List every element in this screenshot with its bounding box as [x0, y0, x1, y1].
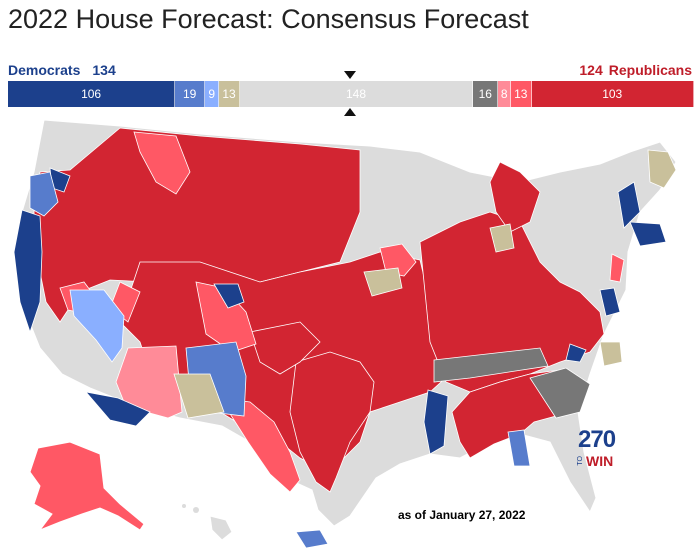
- republicans-label: Republicans: [608, 62, 692, 78]
- tossup-districts: [173, 149, 677, 419]
- bar-segment-tilt-rep[interactable]: 8: [498, 81, 512, 107]
- bar-segment-lean-dem[interactable]: 9: [205, 81, 220, 107]
- logo-win: WIN: [586, 453, 614, 469]
- page-title: 2022 House Forecast: Consensus Forecast: [8, 4, 529, 34]
- seat-balance-bar: 106 19 9 13 148 16 8 13 103: [8, 81, 694, 107]
- democrats-total: Democrats 134: [8, 62, 122, 78]
- republican-districts: [33, 127, 605, 493]
- 270towin-logo[interactable]: 270 TO WIN: [574, 426, 624, 469]
- south-carolina-gray: [529, 367, 591, 419]
- logo-number: 270: [578, 426, 616, 453]
- bar-segment-tilt-dem[interactable]: 13: [219, 81, 240, 107]
- tennessee-gray: [433, 347, 549, 383]
- democrats-count: 134: [92, 62, 116, 78]
- bar-segment-safe-rep[interactable]: 103: [531, 81, 694, 107]
- majority-marker-bottom-icon: [344, 108, 356, 116]
- bar-segment-tossup-dark[interactable]: 16: [473, 81, 499, 107]
- republicans-total: 124 Republicans: [567, 62, 692, 78]
- bar-segment-tossup[interactable]: 148: [239, 81, 474, 107]
- republicans-count: 124: [579, 62, 603, 78]
- bar-segment-lean-rep[interactable]: 13: [511, 81, 532, 107]
- alaska-shape[interactable]: [29, 441, 145, 532]
- likely-republican-districts: [59, 131, 625, 493]
- bar-segment-likely-dem[interactable]: 19: [175, 81, 206, 107]
- as-of-date: as of January 27, 2022: [398, 508, 526, 522]
- lean-republican-arizona: [115, 345, 183, 419]
- majority-marker-top-icon: [344, 71, 356, 79]
- logo-to: TO: [577, 456, 584, 466]
- hawaii-shape[interactable]: [209, 515, 233, 541]
- bar-segment-safe-dem[interactable]: 106: [8, 81, 176, 107]
- us-house-district-map: [13, 119, 677, 549]
- democrats-label: Democrats: [8, 62, 81, 78]
- lean-democratic-nevada: [69, 289, 125, 363]
- safe-democratic-districts: [13, 167, 667, 455]
